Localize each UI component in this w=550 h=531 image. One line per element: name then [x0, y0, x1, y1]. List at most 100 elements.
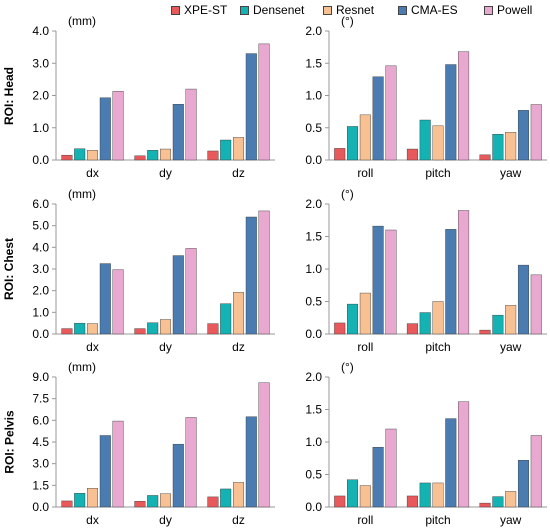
row-label-1: ROI: Head [2, 66, 17, 125]
y-tick-label: 2.0 [32, 284, 49, 298]
bar-resnet-dx [86, 150, 98, 161]
bar-densenet-dz [220, 303, 232, 335]
bar-densenet-roll [347, 303, 359, 335]
y-tick-label: 2.0 [305, 24, 322, 38]
bar-cma-es-dx [99, 97, 111, 161]
bar-cma-es-dy [172, 255, 184, 335]
unit-label: (°) [341, 14, 354, 28]
bar-densenet-dx [74, 493, 86, 508]
bar-resnet-yaw [505, 132, 517, 161]
bar-powell-dx [112, 420, 124, 508]
bar-powell-dx [112, 269, 124, 335]
bar-densenet-yaw [492, 496, 504, 508]
x-tick-label: pitch [425, 513, 450, 527]
bar-cma-es-roll [372, 447, 384, 508]
bar-xpe-st-dy [134, 155, 146, 161]
legend-item-powell: Powell [484, 3, 532, 17]
bar-resnet-dy [159, 148, 171, 161]
bar-xpe-st-pitch [406, 148, 418, 161]
bar-densenet-roll [347, 479, 359, 508]
bar-cma-es-dz [245, 216, 257, 335]
bar-xpe-st-roll [334, 148, 346, 161]
bar-cma-es-yaw [517, 264, 529, 335]
bar-xpe-st-dx [61, 328, 73, 335]
y-tick-label: 5.0 [32, 219, 49, 233]
bar-densenet-dy [147, 495, 159, 508]
chart-panel-6: 0.0 0.5 1.0 1.5 2.0 (°) roll pitch yaw [305, 360, 547, 527]
unit-label: (mm) [68, 360, 96, 374]
bar-cma-es-dz [245, 53, 257, 161]
bar-xpe-st-dx [61, 500, 73, 508]
row-label-3: ROI: Pelvis [2, 410, 17, 474]
chart-panel-3: 0.0 1.0 2.0 3.0 4.0 5.0 6.0 (mm) dx dy dz [32, 187, 275, 354]
bar-densenet-roll [347, 126, 359, 161]
y-tick-label: 3.0 [32, 262, 49, 276]
y-tick-label: 0.0 [32, 500, 49, 514]
legend-item-densenet: Densenet [240, 3, 304, 17]
bar-powell-roll [385, 229, 397, 335]
bar-powell-pitch [458, 401, 470, 508]
bar-densenet-dz [220, 139, 232, 161]
unit-label: (mm) [68, 14, 96, 28]
y-tick-label: 2.0 [305, 197, 322, 211]
bar-resnet-dz [232, 292, 244, 335]
bar-densenet-pitch [419, 119, 431, 161]
chart-panel-2: 0.0 0.5 1.0 1.5 2.0 (°) roll pitch yaw [305, 14, 547, 180]
y-tick-label: 1.0 [305, 262, 322, 276]
y-tick-label: 0.0 [32, 327, 49, 341]
bar-densenet-dz [220, 488, 232, 508]
bar-xpe-st-roll [334, 495, 346, 508]
bar-cma-es-yaw [517, 460, 529, 508]
legend-label: Resnet [336, 3, 375, 17]
bar-cma-es-dx [99, 263, 111, 335]
bar-cma-es-roll [372, 225, 384, 335]
x-tick-label: pitch [425, 166, 450, 180]
y-tick-label: 6.0 [32, 413, 49, 427]
x-tick-label: dy [159, 340, 172, 354]
bar-xpe-st-dz [207, 323, 219, 335]
y-tick-label: 1.5 [305, 230, 322, 244]
y-tick-label: 0.5 [305, 121, 322, 135]
x-tick-label: roll [357, 513, 373, 527]
bar-xpe-st-roll [334, 322, 346, 335]
legend: XPE-ST Densenet Resnet CMA-ES Powell [0, 0, 550, 22]
y-tick-label: 4.0 [32, 240, 49, 254]
bar-cma-es-dy [172, 104, 184, 161]
bar-resnet-roll [359, 114, 371, 161]
legend-label: CMA-ES [411, 3, 458, 17]
legend-item-resnet: Resnet [323, 3, 374, 17]
x-tick-label: dx [86, 166, 99, 180]
bar-resnet-dx [86, 488, 98, 508]
x-tick-label: dy [159, 166, 172, 180]
y-tick-label: 7.5 [32, 392, 49, 406]
legend-swatch [171, 5, 180, 15]
bar-xpe-st-pitch [406, 323, 418, 335]
bar-resnet-roll [359, 292, 371, 335]
y-tick-label: 0.0 [305, 327, 322, 341]
bar-xpe-st-yaw [479, 502, 491, 508]
bar-resnet-roll [359, 485, 371, 508]
x-tick-label: yaw [500, 166, 522, 180]
bar-powell-yaw [530, 435, 542, 508]
x-tick-label: dz [232, 513, 245, 527]
bar-xpe-st-dz [207, 496, 219, 508]
bar-resnet-dx [86, 323, 98, 335]
bar-powell-yaw [530, 104, 542, 161]
bar-powell-yaw [530, 274, 542, 335]
chart-panel-4: 0.0 0.5 1.0 1.5 2.0 (°) roll pitch yaw [305, 187, 547, 354]
unit-label: (°) [341, 360, 354, 374]
y-tick-label: 0.0 [305, 500, 322, 514]
row-label-2: ROI: Chest [2, 237, 17, 301]
bar-xpe-st-dz [207, 150, 219, 161]
y-tick-label: 1.0 [305, 435, 322, 449]
bar-cma-es-yaw [517, 110, 529, 161]
y-tick-label: 0.0 [305, 153, 322, 167]
y-tick-label: 1.0 [32, 305, 49, 319]
bar-powell-dz [258, 43, 270, 161]
bar-resnet-dz [232, 137, 244, 161]
bar-cma-es-dz [245, 416, 257, 508]
bar-xpe-st-yaw [479, 329, 491, 335]
y-tick-label: 1.0 [305, 89, 322, 103]
bar-resnet-yaw [505, 305, 517, 335]
bar-powell-dy [185, 417, 197, 508]
